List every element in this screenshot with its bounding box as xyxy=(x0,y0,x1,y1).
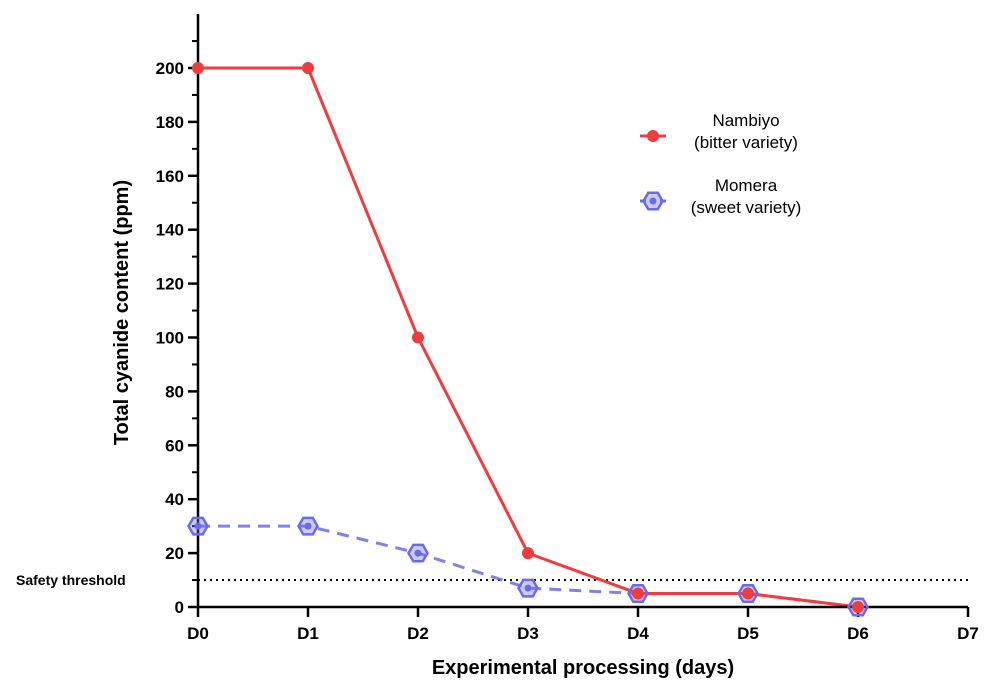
y-tick-label: 180 xyxy=(156,113,184,132)
legend-swatch-marker xyxy=(642,191,664,211)
data-point-series-1 xyxy=(187,516,209,536)
data-point-series-0 xyxy=(412,331,424,344)
ticks-group: 0 20 40 60 80 100 120 140 160 180 200 D0 D1 D2 D3 D4 D5 D… xyxy=(156,40,979,643)
legend-label-line: (sweet variety) xyxy=(691,198,802,217)
y-tick-label: 100 xyxy=(156,329,184,348)
x-tick-label: D1 xyxy=(297,624,319,643)
hexagon-marker-center xyxy=(414,549,422,557)
x-axis-title: Experimental processing (days) xyxy=(432,657,734,679)
y-tick-label: 0 xyxy=(175,598,184,617)
y-axis-title: Total cyanide content (ppm) xyxy=(111,180,133,445)
x-tick-label: D4 xyxy=(627,624,649,643)
legend-swatch-marker xyxy=(647,130,659,142)
data-point-series-1 xyxy=(297,516,319,536)
x-tick-label: D6 xyxy=(847,624,869,643)
hexagon-marker-center xyxy=(649,197,657,205)
legend: Nambiyo (bitter variety) Momera (sweet vari… xyxy=(640,111,801,217)
data-point-series-0 xyxy=(852,601,864,613)
y-tick-label: 20 xyxy=(165,544,184,563)
y-tick-label: 140 xyxy=(156,221,184,240)
legend-item-0: Nambiyo (bitter variety) xyxy=(640,111,798,152)
data-point-series-0 xyxy=(632,587,644,600)
threshold-label: Safety threshold xyxy=(16,572,126,588)
y-tick-label: 80 xyxy=(165,382,184,401)
hexagon-marker-center xyxy=(524,584,532,592)
data-point-series-1 xyxy=(407,543,429,563)
y-tick-label: 120 xyxy=(156,275,184,294)
x-tick-label: D0 xyxy=(187,624,209,643)
y-tick-label: 160 xyxy=(156,167,184,186)
hexagon-marker-center xyxy=(194,522,202,530)
x-tick-label: D3 xyxy=(517,624,539,643)
legend-item-1: Momera (sweet variety) xyxy=(640,176,801,217)
y-tick-label: 60 xyxy=(165,436,184,455)
data-point-series-0 xyxy=(302,62,314,74)
x-tick-label: D7 xyxy=(957,624,979,643)
y-tick-label: 200 xyxy=(156,59,184,78)
x-tick-label: D2 xyxy=(407,624,429,643)
x-tick-label: D5 xyxy=(737,624,759,643)
legend-label-line: Momera xyxy=(715,176,778,195)
threshold-group: Safety threshold xyxy=(16,572,968,588)
legend-label-line: Nambiyo xyxy=(712,111,779,130)
markers-group xyxy=(187,62,869,617)
data-point-series-1 xyxy=(517,578,539,598)
data-point-series-0 xyxy=(522,547,534,560)
data-point-series-0 xyxy=(742,587,754,600)
y-tick-label: 40 xyxy=(165,490,184,509)
hexagon-marker-center xyxy=(304,522,312,530)
data-point-series-0 xyxy=(192,62,204,74)
legend-label-line: (bitter variety) xyxy=(694,133,798,152)
